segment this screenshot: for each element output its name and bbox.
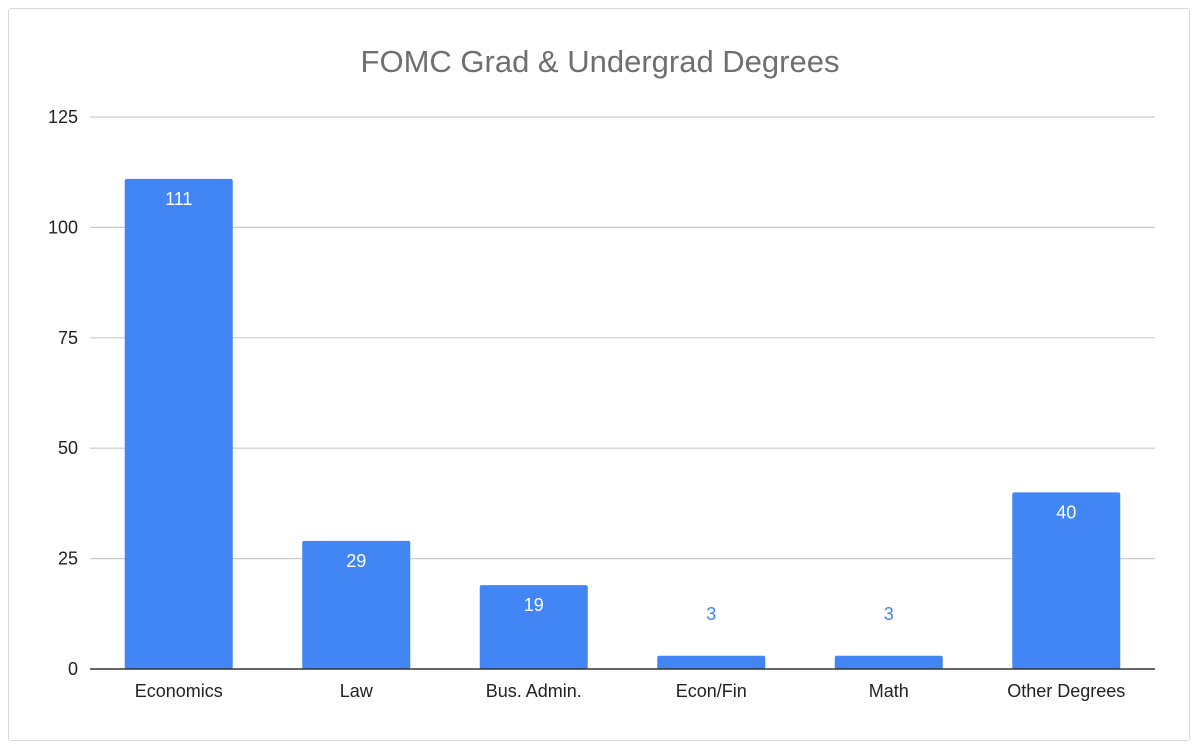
x-tick-label: Economics	[135, 681, 223, 701]
x-tick-label: Bus. Admin.	[486, 681, 582, 701]
bar	[657, 655, 766, 669]
y-tick-label: 100	[48, 217, 78, 237]
data-label: 3	[884, 604, 894, 624]
data-label: 29	[346, 551, 366, 571]
y-tick-label: 125	[48, 107, 78, 127]
bars	[124, 178, 1121, 669]
y-tick-label: 25	[58, 549, 78, 569]
x-axis-ticks: Economics Law Bus. Admin. Econ/Fin Math Other…	[135, 681, 1126, 701]
bar	[834, 655, 943, 669]
y-tick-label: 0	[68, 659, 78, 679]
bar	[1012, 492, 1121, 669]
gridlines	[90, 116, 1155, 560]
data-label: 19	[524, 595, 544, 615]
y-tick-label: 50	[58, 438, 78, 458]
bar	[479, 585, 588, 669]
chart-title: FOMC Grad & Undergrad Degrees	[360, 44, 840, 79]
data-label: 111	[165, 189, 192, 209]
bar	[302, 540, 411, 669]
data-label: 3	[706, 604, 716, 624]
bar	[124, 178, 233, 669]
data-label: 40	[1056, 502, 1076, 522]
x-tick-label: Other Degrees	[1007, 681, 1125, 701]
x-tick-label: Law	[340, 681, 374, 701]
data-labels: 111 29 19 3 3 40	[165, 189, 1076, 624]
y-tick-label: 75	[58, 328, 78, 348]
y-axis-ticks: 0 25 50 75 100 125	[48, 107, 78, 679]
x-tick-label: Econ/Fin	[676, 681, 747, 701]
x-tick-label: Math	[869, 681, 909, 701]
